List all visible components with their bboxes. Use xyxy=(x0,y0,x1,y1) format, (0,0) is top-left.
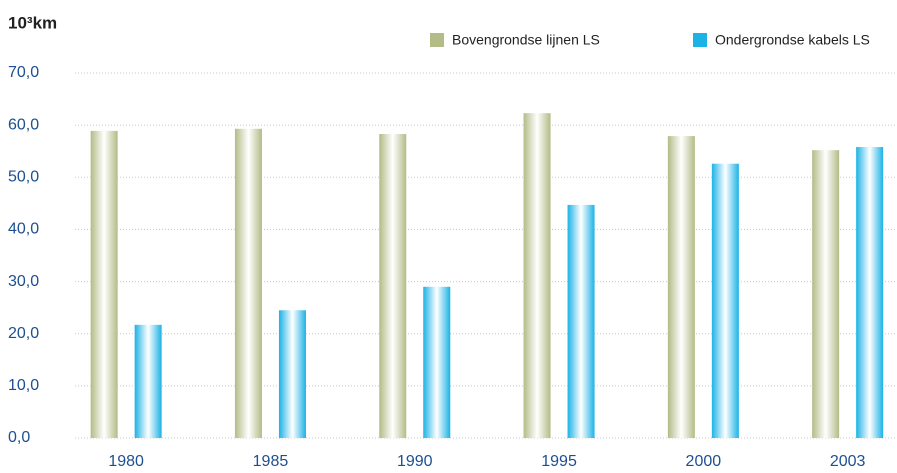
x-tick-label: 1990 xyxy=(397,453,433,470)
bar xyxy=(856,147,884,439)
bar xyxy=(134,324,162,438)
bar xyxy=(379,134,407,438)
bar xyxy=(667,136,695,439)
y-tick-label: 70,0 xyxy=(8,64,39,81)
bar xyxy=(423,286,451,438)
x-tick-label: 2000 xyxy=(686,453,722,470)
y-tick-label: 60,0 xyxy=(8,116,39,133)
bar xyxy=(234,128,262,439)
legend-label: Bovengrondse lijnen LS xyxy=(452,32,600,48)
y-axis-label: 10³km xyxy=(8,13,57,32)
x-tick-label: 1980 xyxy=(108,453,144,470)
legend-swatch xyxy=(430,33,444,47)
y-tick-label: 20,0 xyxy=(8,325,39,342)
y-tick-label: 50,0 xyxy=(8,169,39,186)
bar xyxy=(278,310,306,438)
x-tick-label: 1995 xyxy=(541,453,577,470)
bar xyxy=(812,150,840,438)
bar xyxy=(90,130,118,438)
legend-label: Ondergrondse kabels LS xyxy=(715,32,870,48)
y-tick-label: 30,0 xyxy=(8,273,39,290)
y-tick-label: 0,0 xyxy=(8,429,30,446)
y-tick-label: 10,0 xyxy=(8,377,39,394)
bar xyxy=(523,113,551,439)
legend-swatch xyxy=(693,33,707,47)
bar xyxy=(711,163,739,438)
bar xyxy=(567,204,595,438)
x-tick-label: 2003 xyxy=(830,453,866,470)
x-tick-label: 1985 xyxy=(253,453,289,470)
y-tick-label: 40,0 xyxy=(8,221,39,238)
